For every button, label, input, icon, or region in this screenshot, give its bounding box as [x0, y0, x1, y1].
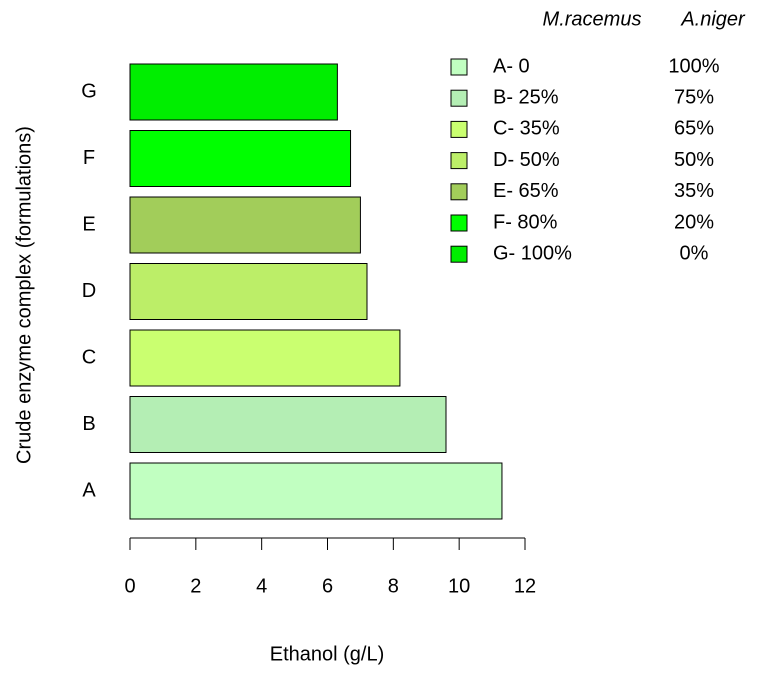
- bar: [129, 130, 352, 187]
- x-tick-label: 0: [124, 575, 135, 597]
- bar: [129, 329, 401, 387]
- y-tick-label: D: [82, 280, 96, 302]
- legend-swatch: [450, 120, 468, 138]
- legend-swatch: [450, 245, 468, 263]
- y-tick-label: F: [83, 147, 95, 169]
- legend-swatch: [450, 214, 468, 232]
- legend-header: M.racemus: [543, 8, 642, 30]
- legend-swatch: [450, 58, 468, 76]
- legend-swatch: [450, 152, 468, 170]
- x-tick-label: 8: [388, 575, 399, 597]
- legend-header: A.niger: [680, 8, 746, 30]
- bar: [129, 462, 503, 520]
- y-axis-label: Crude enzyme complex (formulations): [13, 126, 35, 464]
- bar: [129, 263, 368, 320]
- x-tick-label: 10: [448, 575, 470, 597]
- legend-label: E- 65%: [493, 180, 559, 202]
- legend-label: A- 0: [493, 55, 530, 77]
- legend-value: 100%: [668, 55, 719, 77]
- legend-label: F- 80%: [493, 211, 558, 233]
- y-tick-label: B: [82, 413, 95, 435]
- legend-value: 50%: [674, 149, 714, 171]
- legend-label: D- 50%: [493, 149, 560, 171]
- y-tick-label: E: [82, 213, 95, 235]
- legend-swatch: [450, 183, 468, 201]
- x-tick-label: 6: [322, 575, 333, 597]
- legend-value: 65%: [674, 118, 714, 140]
- legend-value: 20%: [674, 211, 714, 233]
- legend-value: 0%: [680, 242, 709, 264]
- x-tick-label: 4: [256, 575, 267, 597]
- bar: [129, 63, 338, 121]
- y-tick-label: A: [82, 479, 96, 501]
- bar: [129, 196, 361, 254]
- bar: [129, 396, 447, 453]
- x-tick-label: 12: [514, 575, 536, 597]
- legend-value: 35%: [674, 180, 714, 202]
- legend-swatch: [450, 89, 468, 107]
- y-tick-label: G: [81, 80, 97, 102]
- x-axis-label: Ethanol (g/L): [270, 643, 385, 665]
- legend-value: 75%: [674, 86, 714, 108]
- legend-label: C- 35%: [493, 118, 560, 140]
- y-tick-label: C: [82, 346, 96, 368]
- x-tick-label: 2: [190, 575, 201, 597]
- legend-label: B- 25%: [493, 86, 559, 108]
- legend-label: G- 100%: [493, 242, 572, 264]
